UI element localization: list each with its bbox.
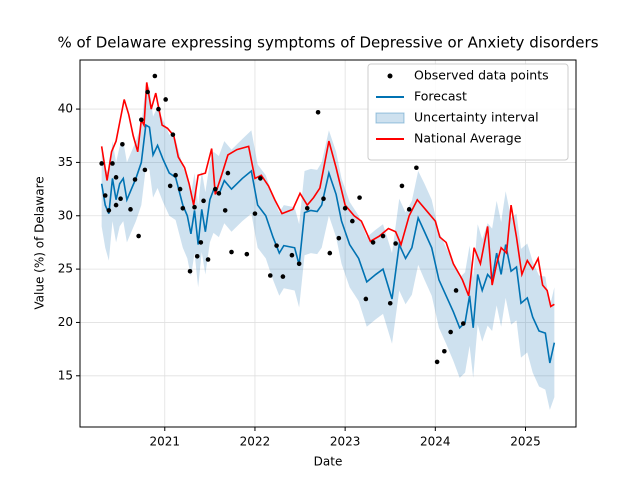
data-point — [414, 165, 419, 171]
data-point — [201, 198, 206, 204]
data-point — [327, 250, 333, 256]
data-point — [156, 106, 161, 112]
data-point — [267, 273, 273, 278]
data-point — [192, 204, 197, 210]
data-point — [350, 218, 355, 224]
legend-box — [367, 63, 569, 161]
data-point — [406, 207, 412, 212]
data-point — [289, 252, 295, 258]
data-point — [216, 191, 222, 196]
data-point — [274, 243, 279, 248]
data-point — [120, 141, 125, 147]
data-point — [212, 186, 218, 192]
y-tick-label: 25 — [58, 262, 73, 276]
data-point — [252, 211, 258, 216]
data-point — [225, 170, 231, 176]
data-point — [113, 202, 119, 208]
data-point — [222, 208, 228, 213]
x-tick-label: 2021 — [149, 435, 180, 449]
line — [100, 123, 556, 364]
x-tick-label: 2023 — [330, 435, 361, 449]
data-point — [163, 97, 168, 102]
data-point — [448, 329, 453, 335]
data-point — [187, 268, 193, 274]
data-point — [110, 161, 115, 166]
data-point — [118, 196, 123, 201]
data-point — [106, 208, 112, 213]
data-point — [145, 89, 150, 95]
grid — [80, 60, 576, 427]
line — [100, 82, 555, 308]
uncertainty-band — [101, 85, 555, 410]
data-point — [229, 249, 234, 255]
data-point — [177, 186, 183, 192]
data-point — [387, 300, 393, 306]
data-point — [205, 257, 211, 262]
data-point — [136, 233, 141, 239]
y-tick-label: 20 — [58, 315, 73, 329]
data-point — [453, 288, 459, 293]
data-point — [342, 205, 348, 211]
legend-label: Observed data points — [414, 68, 549, 83]
data-point — [336, 235, 342, 241]
data-point — [460, 321, 466, 326]
x-tick-label: 2024 — [420, 435, 451, 449]
legend-marker — [375, 112, 405, 124]
chart-title: % of Delaware expressing symptoms of Dep… — [57, 34, 598, 52]
data-point — [393, 241, 398, 246]
data-point — [180, 205, 186, 211]
data-point — [442, 348, 447, 354]
data-point — [280, 274, 286, 279]
data-point — [152, 73, 158, 79]
data-point — [258, 176, 263, 181]
legend: Observed data points Forecast Uncertainty … — [367, 63, 569, 161]
data-point — [315, 109, 321, 115]
data-point — [167, 183, 173, 189]
legend-label: Forecast — [414, 89, 467, 104]
y-tick-label: 35 — [58, 155, 73, 169]
data-point — [132, 177, 138, 182]
data-point — [198, 240, 204, 245]
legend-label: Uncertainty interval — [414, 110, 539, 125]
data-point — [434, 359, 440, 365]
data-point — [128, 207, 133, 212]
data-point — [321, 196, 326, 201]
data-point — [139, 117, 144, 123]
y-axis-label: Value (%) of Delaware — [33, 176, 47, 309]
x-tick-label: 2022 — [240, 435, 271, 449]
data-point — [113, 175, 119, 180]
data-point — [194, 254, 200, 259]
data-point — [304, 205, 310, 211]
legend-label: National Average — [414, 131, 522, 146]
data-point — [363, 296, 369, 302]
data-point — [244, 251, 250, 257]
y-tick-label: 15 — [58, 368, 73, 382]
data-point — [370, 240, 376, 245]
data-point — [173, 172, 178, 178]
y-tick-label: 30 — [58, 208, 73, 222]
plot-frame — [79, 59, 577, 428]
x-axis-label: Date — [314, 455, 343, 469]
legend-marker — [387, 73, 393, 79]
data-point — [99, 161, 104, 166]
y-tick-label: 40 — [58, 102, 73, 116]
data-point — [357, 195, 362, 200]
x-tick-label: 2025 — [510, 435, 541, 449]
data-point — [380, 233, 386, 239]
data-point — [296, 261, 302, 267]
data-point — [102, 193, 108, 198]
data-point — [142, 167, 148, 173]
data-point — [399, 183, 405, 189]
data-point — [170, 132, 176, 137]
